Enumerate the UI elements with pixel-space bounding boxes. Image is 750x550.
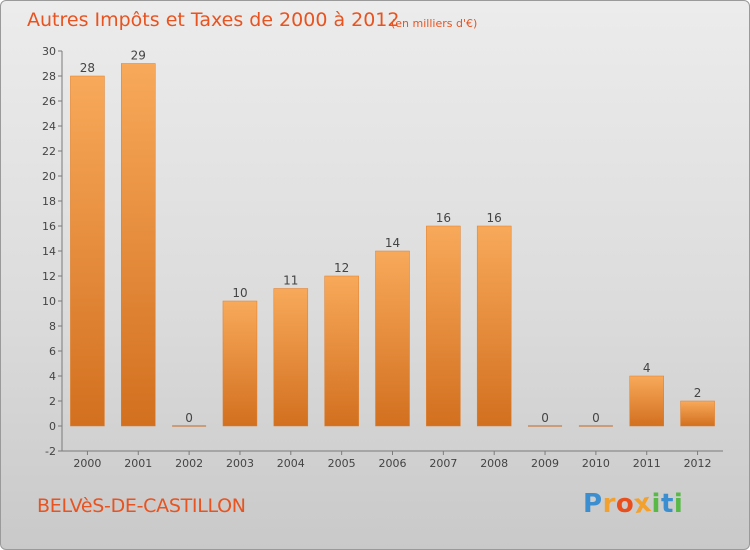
data-label: 0 bbox=[185, 411, 193, 425]
bar bbox=[426, 225, 461, 427]
y-tick-label: 20 bbox=[42, 170, 56, 183]
data-label: 28 bbox=[80, 61, 95, 75]
bar bbox=[121, 63, 156, 427]
data-label: 2 bbox=[694, 386, 702, 400]
logo-letter: r bbox=[602, 489, 616, 519]
bar bbox=[629, 375, 664, 427]
y-tick-label: 2 bbox=[49, 395, 56, 408]
y-tick-label: 16 bbox=[42, 220, 56, 233]
y-tick-label: 4 bbox=[49, 370, 56, 383]
chart-title: Autres Impôts et Taxes de 2000 à 2012 bbox=[27, 9, 400, 31]
data-label: 4 bbox=[643, 361, 651, 375]
bar bbox=[680, 400, 715, 427]
x-tick-label: 2002 bbox=[175, 457, 203, 470]
bar bbox=[70, 75, 105, 427]
y-tick-label: 8 bbox=[49, 320, 56, 333]
logo-letter: t bbox=[660, 489, 674, 519]
y-tick-label: 14 bbox=[42, 245, 56, 258]
data-label: 12 bbox=[334, 261, 349, 275]
data-label: 29 bbox=[131, 49, 146, 63]
x-tick-label: 2003 bbox=[226, 457, 254, 470]
y-tick-label: 24 bbox=[42, 120, 56, 133]
proxiti-logo[interactable]: Proxiti bbox=[583, 487, 684, 521]
x-tick-label: 2004 bbox=[277, 457, 305, 470]
x-tick-label: 2009 bbox=[531, 457, 559, 470]
y-tick-label: 6 bbox=[49, 345, 56, 358]
bar bbox=[222, 300, 258, 427]
y-tick-label: 0 bbox=[49, 420, 56, 433]
y-tick-label: 12 bbox=[42, 270, 56, 283]
y-tick-label: 18 bbox=[42, 195, 56, 208]
data-label: 16 bbox=[436, 211, 451, 225]
x-tick-label: 2006 bbox=[379, 457, 407, 470]
y-tick-label: 30 bbox=[42, 45, 56, 58]
chart-subtitle: (en milliers d'€) bbox=[391, 17, 478, 30]
x-tick-label: 2008 bbox=[480, 457, 508, 470]
y-tick-label: -2 bbox=[45, 445, 56, 458]
x-tick-label: 2012 bbox=[684, 457, 712, 470]
logo-letter: i bbox=[673, 489, 684, 519]
data-label: 14 bbox=[385, 236, 400, 250]
x-tick-label: 2001 bbox=[124, 457, 152, 470]
data-label: 11 bbox=[283, 274, 298, 288]
x-tick-label: 2000 bbox=[73, 457, 101, 470]
data-label: 0 bbox=[592, 411, 600, 425]
x-tick-label: 2007 bbox=[429, 457, 457, 470]
y-tick-label: 10 bbox=[42, 295, 56, 308]
commune-name: BELVèS-DE-CASTILLON bbox=[37, 495, 246, 517]
data-label: 10 bbox=[232, 286, 247, 300]
y-tick-label: 22 bbox=[42, 145, 56, 158]
bar bbox=[324, 275, 359, 427]
data-label: 0 bbox=[541, 411, 549, 425]
bar bbox=[476, 225, 512, 427]
x-tick-label: 2011 bbox=[633, 457, 661, 470]
bar bbox=[273, 288, 309, 427]
logo-letter: o bbox=[615, 489, 635, 519]
data-label: 16 bbox=[487, 211, 502, 225]
y-tick-label: 28 bbox=[42, 70, 56, 83]
x-tick-label: 2005 bbox=[328, 457, 356, 470]
logo-letter: x bbox=[632, 487, 654, 521]
bar bbox=[375, 250, 410, 427]
logo-letter: i bbox=[651, 489, 661, 519]
x-tick-label: 2010 bbox=[582, 457, 610, 470]
logo-letter: P bbox=[583, 489, 603, 519]
y-tick-label: 26 bbox=[42, 95, 56, 108]
